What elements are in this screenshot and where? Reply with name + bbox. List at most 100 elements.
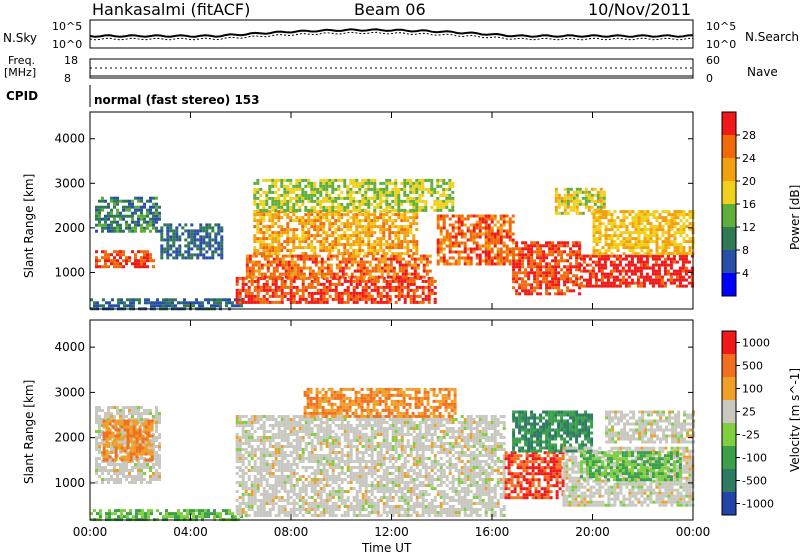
heatmap-cell [575, 283, 578, 286]
heatmap-cell [312, 258, 315, 261]
heatmap-cell [367, 203, 370, 206]
heatmap-cell [391, 231, 394, 234]
heatmap-cell [260, 475, 263, 478]
heatmap-cell [118, 435, 121, 438]
heatmap-cell [512, 280, 515, 283]
heatmap-cell [346, 228, 349, 231]
heatmap-cell [628, 285, 631, 288]
heatmap-cell [184, 238, 187, 241]
heatmap-cell [236, 283, 239, 286]
heatmap-cell [260, 298, 263, 301]
heatmap-cell [319, 216, 322, 219]
heatmap-cell [312, 276, 315, 279]
heatmap-cell [555, 197, 558, 200]
heatmap-cell [246, 270, 249, 273]
heatmap-cell [470, 248, 473, 251]
heatmap-cell [623, 219, 626, 222]
heatmap-cell [199, 241, 202, 244]
heatmap-cell [321, 258, 324, 261]
heatmap-cell [583, 255, 586, 258]
heatmap-cell [259, 188, 262, 191]
heatmap-cell [315, 264, 318, 267]
heatmap-cell [575, 280, 578, 283]
heatmap-cell [677, 210, 680, 213]
heatmap-cell [281, 424, 284, 427]
heatmap-cell [362, 298, 365, 301]
heatmap-cell [98, 448, 101, 451]
heatmap-cell [373, 179, 376, 182]
heatmap-cell [641, 228, 644, 231]
heatmap-cell [473, 251, 476, 254]
heatmap-cell [105, 512, 108, 515]
heatmap-cell [485, 254, 488, 257]
heatmap-cell [248, 460, 251, 463]
heatmap-cell [364, 216, 367, 219]
heatmap-cell [683, 249, 686, 252]
heatmap-cell [301, 194, 304, 197]
heatmap-cell [442, 182, 445, 185]
heatmap-cell [310, 209, 313, 212]
heatmap-cell [101, 409, 104, 412]
heatmap-cell [455, 227, 458, 230]
heatmap-cell [283, 228, 286, 231]
heatmap-cell [539, 292, 542, 295]
heatmap-cell [289, 240, 292, 243]
heatmap-cell [217, 247, 220, 250]
heatmap-cell [274, 246, 277, 249]
heatmap-cell [387, 273, 390, 276]
heatmap-cell [421, 179, 424, 182]
heatmap-cell [536, 280, 539, 283]
heatmap-cell [265, 246, 268, 249]
heatmap-cell [251, 496, 254, 499]
heatmap-cell [665, 243, 668, 246]
heatmap-cell [119, 463, 122, 466]
heatmap-cell [322, 228, 325, 231]
heatmap-cell [318, 273, 321, 276]
heatmap-cell [470, 224, 473, 227]
heatmap-cell [199, 235, 202, 238]
heatmap-cell [119, 478, 122, 481]
heatmap-cell [503, 251, 506, 254]
heatmap-cell [415, 246, 418, 249]
heatmap-cell [257, 457, 260, 460]
heatmap-cell [479, 254, 482, 257]
heatmap-cell [257, 415, 260, 418]
heatmap-cell [338, 292, 341, 295]
heatmap-cell [139, 435, 142, 438]
heatmap-cell [103, 426, 106, 429]
heatmap-cell [298, 222, 301, 225]
heatmap-cell [652, 267, 655, 270]
heatmap-cell [115, 438, 118, 441]
heatmap-cell [225, 298, 228, 301]
heatmap-cell [340, 228, 343, 231]
heatmap-cell [325, 213, 328, 216]
heatmap-cell [376, 188, 379, 191]
heatmap-cell [110, 478, 113, 481]
heatmap-cell [281, 466, 284, 469]
heatmap-cell [254, 487, 257, 490]
heatmap-cell [412, 243, 415, 246]
heatmap-cell [134, 206, 137, 209]
heatmap-cell [623, 222, 626, 225]
heatmap-cell [280, 225, 283, 228]
heatmap-cell [259, 219, 262, 222]
heatmap-cell [377, 292, 380, 295]
heatmap-cell [515, 265, 518, 268]
heatmap-cell [95, 442, 98, 445]
heatmap-cell [251, 301, 254, 304]
heatmap-cell [563, 283, 566, 286]
heatmap-cell [110, 415, 113, 418]
heatmap-cell [632, 231, 635, 234]
heatmap-cell [128, 227, 131, 230]
heatmap-cell [310, 182, 313, 185]
heatmap-cell [488, 242, 491, 245]
heatmap-cell [346, 225, 349, 228]
heatmap-cell [291, 267, 294, 270]
heatmap-cell [272, 280, 275, 283]
heatmap-cell [491, 239, 494, 242]
heatmap-cell [106, 426, 109, 429]
heatmap-cell [253, 225, 256, 228]
heatmap-cell [527, 292, 530, 295]
heatmap-cell [275, 487, 278, 490]
heatmap-cell [412, 200, 415, 203]
